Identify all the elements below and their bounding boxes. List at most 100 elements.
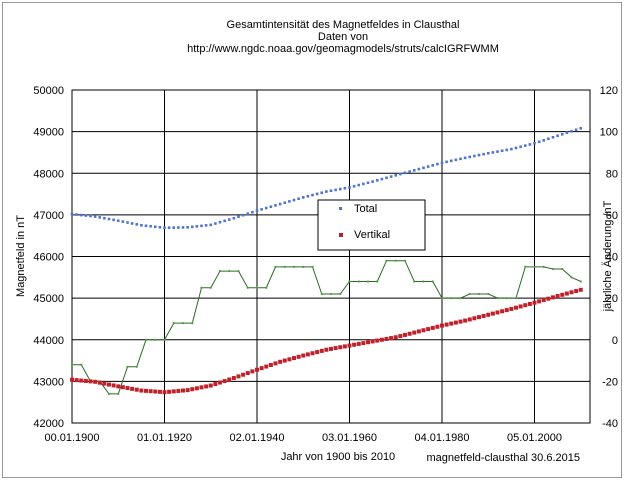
total-point <box>227 218 231 221</box>
total-point <box>486 151 490 155</box>
vertikal-point <box>416 329 421 334</box>
vertikal-point <box>282 358 287 363</box>
total-point <box>292 198 296 202</box>
vertikal-point <box>500 309 505 314</box>
step-series-point <box>329 292 333 296</box>
vertikal-point <box>384 336 389 341</box>
vertikal-point <box>472 316 477 321</box>
vertikal-point <box>532 300 537 305</box>
total-point <box>417 167 421 171</box>
vertikal-point <box>157 389 162 394</box>
vertikal-point <box>241 372 246 377</box>
vertikal-point <box>398 334 403 339</box>
x-axis-label: Jahr von 1900 bis 2010 <box>281 451 395 463</box>
vertikal-point <box>361 341 366 346</box>
vertikal-point <box>370 339 375 344</box>
total-point <box>445 160 448 164</box>
total-point <box>130 222 134 225</box>
total-point <box>177 226 180 229</box>
total-point <box>181 226 185 229</box>
total-point <box>436 162 439 166</box>
total-point <box>158 225 162 229</box>
step-series-point <box>468 292 471 296</box>
step-series-point <box>320 292 323 296</box>
total-point <box>306 194 310 198</box>
vertikal-point <box>176 388 181 393</box>
total-point <box>352 184 356 188</box>
total-point <box>334 188 337 192</box>
vertikal-point <box>537 299 542 304</box>
vertikal-point <box>440 323 444 328</box>
total-point <box>190 225 194 229</box>
total-point <box>371 180 374 183</box>
vertikal-point <box>315 350 320 355</box>
total-point <box>570 129 573 133</box>
chart-subtitle-line-1: Daten von <box>318 31 368 43</box>
vertikal-point <box>102 381 107 386</box>
x-tick-label: 01.01.1920 <box>137 432 192 444</box>
step-series-point <box>70 363 74 366</box>
vertikal-point <box>199 385 204 390</box>
step-series-point <box>385 259 388 262</box>
total-point <box>214 222 217 225</box>
step-series-point <box>376 280 379 283</box>
vertikal-point <box>245 371 250 376</box>
vertikal-point <box>268 362 273 367</box>
total-point <box>560 132 564 136</box>
x-axis-ticks: 00.01.1900 01.01.1920 02.01.1940 03.01.1960… <box>44 432 562 444</box>
vertikal-point <box>222 379 227 384</box>
y2-tick-label: -40 <box>602 418 618 430</box>
step-series-point <box>126 365 129 368</box>
vertikal-point <box>204 384 209 389</box>
total-point <box>403 171 407 175</box>
total-point <box>288 200 291 203</box>
y-tick-label: 47000 <box>33 210 64 222</box>
vertikal-point <box>153 389 158 394</box>
step-series-point <box>237 269 240 273</box>
total-point <box>315 192 319 196</box>
vertikal-point <box>231 376 236 381</box>
vertikal-point <box>555 294 560 299</box>
total-point <box>362 182 365 186</box>
vertikal-point <box>125 386 130 391</box>
total-point <box>107 217 111 221</box>
total-point <box>565 131 569 135</box>
chart-title: Gesamtintensität des Magnetfeldes in Cla… <box>227 19 460 31</box>
total-point <box>204 224 208 227</box>
vertikal-point <box>120 385 125 390</box>
step-series-point <box>431 280 434 283</box>
vertikal-point <box>481 313 486 318</box>
vertikal-point <box>347 343 352 348</box>
total-point <box>348 186 351 189</box>
step-series-point <box>533 265 536 269</box>
vertikal-point <box>403 332 407 337</box>
total-point <box>380 177 384 181</box>
step-series-group <box>70 259 582 395</box>
total-point <box>297 197 300 201</box>
step-series-point <box>357 280 360 283</box>
vertikal-point <box>208 383 213 388</box>
total-point <box>269 205 273 209</box>
step-series-point <box>292 265 296 269</box>
legend-marker-total <box>339 207 342 210</box>
vertikal-point <box>342 344 347 349</box>
total-point <box>89 214 92 218</box>
step-series-point <box>487 292 490 296</box>
step-series-point <box>542 265 545 269</box>
vertikal-point <box>393 335 398 340</box>
total-point <box>149 224 152 228</box>
vertikal-point <box>97 380 102 385</box>
step-series-point <box>366 280 370 283</box>
vertikal-point <box>162 390 167 395</box>
step-series-point <box>514 297 518 300</box>
vertikal-point <box>70 377 74 382</box>
total-point <box>514 146 518 150</box>
vertikal-point <box>134 387 139 392</box>
y-tick-label: 43000 <box>33 376 64 388</box>
y2-axis-label: jährliche Änderung /nT <box>602 200 614 312</box>
vertikal-point <box>190 387 195 392</box>
y-axis-label: Magnetfeld in nT <box>15 215 27 297</box>
vertikal-point <box>426 327 431 332</box>
vertikal-point <box>430 325 435 330</box>
